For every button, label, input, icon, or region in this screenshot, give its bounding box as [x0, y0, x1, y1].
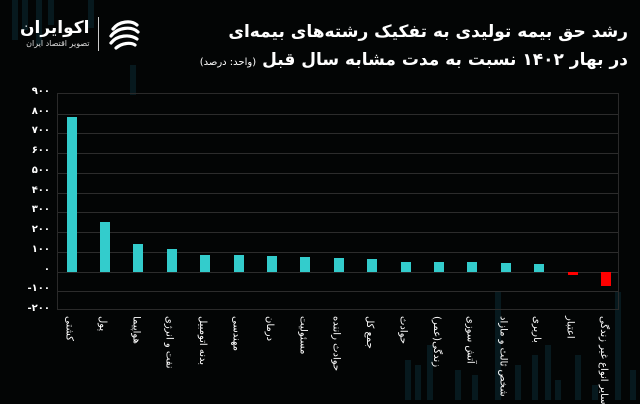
gridline — [58, 291, 618, 293]
gridline — [58, 251, 618, 253]
gridline — [58, 271, 618, 273]
x-tick-label: نفت و انرژی — [163, 316, 175, 369]
bar — [166, 249, 177, 272]
bar — [433, 262, 444, 272]
bar — [66, 116, 77, 272]
bar — [534, 263, 545, 272]
bar — [300, 256, 311, 272]
gridline — [58, 153, 618, 155]
logo-tagline: تصویر اقتصاد ایران — [26, 39, 90, 48]
x-tick-label: هواپیما — [130, 316, 142, 344]
bar — [133, 243, 144, 272]
y-tick-label: ۳۰۰ — [31, 204, 50, 216]
x-tick-label: مسئولیت — [297, 316, 309, 355]
bar — [400, 261, 411, 272]
x-tick-label: حوادث — [397, 316, 409, 344]
logo-name: اکوایران — [20, 18, 90, 38]
x-tick-label: سایر انواع غیر زندگی — [597, 316, 609, 404]
x-tick-label: جمع کل — [364, 316, 376, 349]
bar — [567, 271, 578, 276]
chart-title-line2: در بهار ۱۴۰۲ نسبت به مدت مشابه سال قبل (و… — [200, 50, 628, 70]
y-tick-label: ۰ — [43, 263, 50, 275]
y-tick-label: -۲۰۰ — [27, 303, 50, 314]
logo-divider — [97, 17, 99, 51]
y-tick-label: ۴۰۰ — [31, 184, 50, 196]
gridline — [58, 172, 618, 174]
bar — [233, 255, 244, 272]
gridline — [58, 212, 618, 214]
y-tick-label: ۵۰۰ — [31, 164, 50, 176]
y-tick-label: -۱۰۰ — [27, 283, 50, 295]
x-tick-label: بدنه اتومبیل — [197, 316, 209, 366]
gridline — [58, 113, 618, 115]
bar — [200, 254, 211, 272]
bar — [467, 262, 478, 272]
logo: اکوایران تصویر اقتصاد ایران — [20, 14, 141, 54]
x-tick-label: زندگی(عمر) — [430, 316, 442, 368]
y-tick-label: ۲۰۰ — [31, 224, 50, 236]
y-tick-label: ۸۰۰ — [31, 105, 50, 117]
bar — [367, 258, 378, 272]
y-tick-label: ۷۰۰ — [31, 125, 50, 137]
gridline — [58, 192, 618, 194]
chart-title-text: در بهار ۱۴۰۲ نسبت به مدت مشابه سال قبل — [262, 50, 628, 70]
x-tick-label: آتش سوزی — [464, 316, 476, 364]
y-tick-label: ۹۰۰ — [31, 86, 50, 97]
gridline — [58, 133, 618, 135]
x-tick-label: باربری — [531, 316, 543, 343]
y-tick-label: ۱۰۰ — [31, 243, 50, 255]
bar — [266, 256, 277, 272]
bar — [600, 271, 611, 286]
x-tick-label: پول — [96, 316, 108, 332]
x-tick-label: اعتبار — [564, 316, 576, 339]
y-tick-label: ۶۰۰ — [31, 145, 50, 157]
logo-swirl-icon — [108, 20, 140, 50]
x-tick-label: شخص ثالث و مازاد — [497, 316, 509, 397]
x-tick-label: درمان — [263, 316, 275, 342]
unit-label: (واحد: درصد) — [199, 57, 257, 68]
x-tick-label: کشتی — [63, 316, 75, 342]
logo-text: اکوایران تصویر اقتصاد ایران — [20, 18, 90, 50]
x-tick-label: حوادث راننده — [330, 316, 342, 372]
plot-area — [57, 93, 619, 310]
bar — [99, 221, 110, 272]
chart-title-line1: رشد حق بیمه تولیدی به تفکیک رشته‌های بیم… — [228, 22, 628, 42]
gridline — [58, 232, 618, 234]
x-tick-label: مهندسی — [230, 316, 242, 351]
bar — [333, 257, 344, 272]
bar — [500, 263, 511, 272]
